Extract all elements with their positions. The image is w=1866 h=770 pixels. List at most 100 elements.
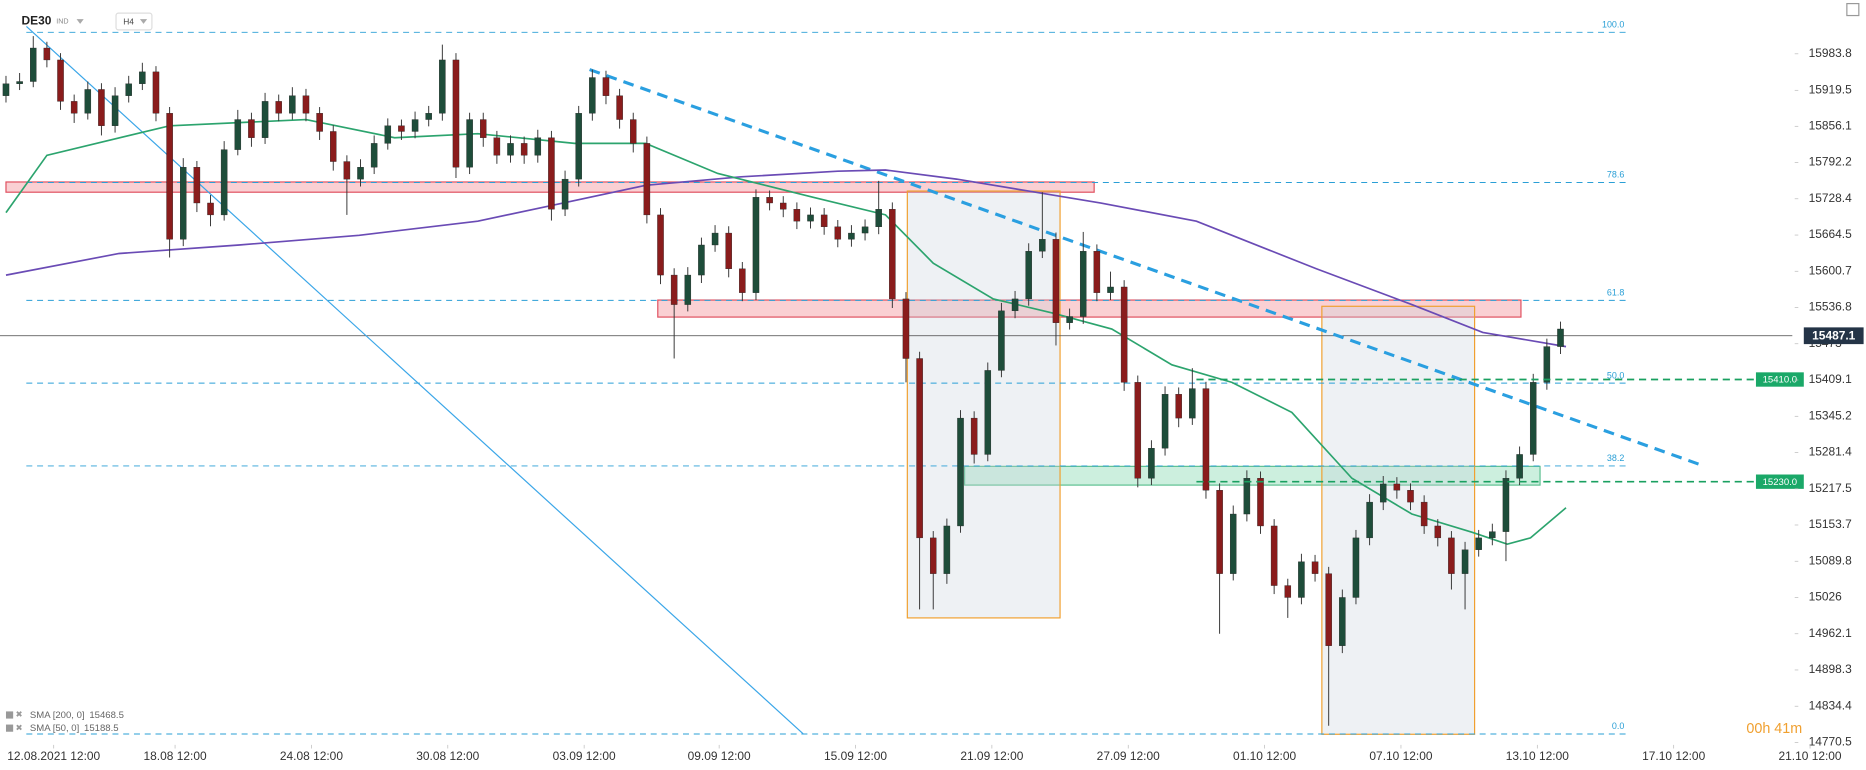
x-tick-label: 13.10 12:00 <box>1506 749 1569 763</box>
timeframe[interactable]: H4 <box>123 16 134 26</box>
candle-body <box>861 226 869 234</box>
fib-label: 50.0 <box>1607 370 1624 380</box>
candle-body <box>1543 346 1551 383</box>
candle-body <box>643 143 651 216</box>
candle-body <box>875 209 882 228</box>
candle-body <box>1311 561 1319 574</box>
level-label: 15230.0 <box>1763 477 1798 488</box>
candle-body <box>1434 525 1442 539</box>
legend-entry: SMA [50, 0] 15188.5 <box>30 723 119 734</box>
candle-body <box>1420 501 1428 527</box>
candle-body <box>1339 597 1346 646</box>
candle-body <box>1379 483 1387 503</box>
candle-body <box>793 209 801 222</box>
candle-body <box>1257 478 1264 527</box>
candle-body <box>1148 448 1155 479</box>
y-tick-label: 15281.4 <box>1809 445 1853 459</box>
candle-body <box>1529 382 1537 455</box>
candle-body <box>1243 478 1251 515</box>
candle-body <box>466 119 473 168</box>
candle-body <box>30 47 37 82</box>
candle-body <box>1229 513 1237 574</box>
current-price-box <box>1803 327 1864 345</box>
candle-body <box>1352 537 1360 598</box>
symbol[interactable]: DE30 <box>22 14 52 28</box>
x-tick-label: 17.10 12:00 <box>1642 749 1705 763</box>
candle-body <box>220 149 228 216</box>
y-tick-label: 15600.7 <box>1809 263 1853 277</box>
candle-body <box>1202 388 1210 491</box>
candle-body <box>16 81 23 84</box>
candle-body <box>766 197 773 204</box>
market: IND <box>56 17 68 25</box>
candle-body <box>1120 286 1128 383</box>
legend-name: SMA [50, 0] <box>30 723 79 734</box>
y-tick-label: 15217.5 <box>1809 481 1853 495</box>
zone-support <box>964 465 1541 486</box>
y-tick-label: 15026 <box>1809 590 1843 604</box>
candle-body <box>1475 537 1482 550</box>
candle-body <box>411 119 419 132</box>
candle-body <box>1270 525 1278 586</box>
legend-name: SMA [200, 0] <box>30 710 85 721</box>
candle-body <box>984 370 992 455</box>
candle-body <box>1079 251 1087 317</box>
candle-body <box>425 113 432 120</box>
candle-body <box>1066 316 1073 323</box>
candle-body <box>439 59 446 114</box>
candle-body <box>929 537 937 574</box>
candle-body <box>1461 549 1469 574</box>
candle-body <box>275 101 282 114</box>
dropdown-arrow[interactable] <box>76 19 84 24</box>
candle-body <box>1557 328 1564 347</box>
candle-body <box>739 268 746 293</box>
fib-label: 0.0 <box>1612 721 1624 731</box>
candle-body <box>452 59 460 168</box>
candle-body <box>98 89 105 126</box>
candle-body <box>1134 382 1142 479</box>
window-button[interactable] <box>1846 2 1860 17</box>
candle-body <box>330 131 337 162</box>
dropdown-arrow[interactable] <box>139 19 148 24</box>
candle-body <box>657 214 664 276</box>
candle-body <box>1502 478 1510 532</box>
candle-body <box>943 525 951 574</box>
candle-body <box>698 244 705 276</box>
candle-body <box>807 214 814 222</box>
timeframe-box[interactable] <box>115 12 153 31</box>
candle-body <box>1516 454 1523 479</box>
x-tick-label: 09.09 12:00 <box>688 749 751 763</box>
x-tick-label: 21.10 12:00 <box>1779 749 1842 763</box>
candle-body <box>1393 483 1401 491</box>
candle-body <box>711 232 719 246</box>
legend-close: ✖ <box>16 709 23 719</box>
x-tick-label: 21.09 12:00 <box>960 749 1023 763</box>
candle-body <box>111 95 119 126</box>
x-tick-label: 27.09 12:00 <box>1097 749 1160 763</box>
candle-body <box>916 358 923 539</box>
candle-body <box>779 202 787 210</box>
x-tick-label: 24.08 12:00 <box>280 749 343 763</box>
y-tick-label: 14898.3 <box>1809 662 1853 676</box>
candle-body <box>289 95 296 114</box>
candle-body <box>1011 298 1019 312</box>
level-label: 15410.0 <box>1763 375 1798 386</box>
current-price-label: 15487.1 <box>1812 329 1856 343</box>
candle-body <box>207 202 214 216</box>
trendline <box>26 26 805 735</box>
candle-body <box>1175 394 1182 419</box>
candle-body <box>261 101 269 138</box>
candle-body <box>43 47 51 61</box>
candle-body <box>57 59 64 102</box>
candle-body <box>684 274 692 305</box>
y-tick-label: 15345.2 <box>1809 408 1853 422</box>
candle-body <box>561 178 569 210</box>
candle-body <box>520 143 528 156</box>
candle-body <box>616 95 623 120</box>
y-tick-label: 15856.1 <box>1809 118 1853 132</box>
candle-body <box>357 167 364 180</box>
level-label-box <box>1755 474 1804 489</box>
candle-body <box>1298 561 1305 598</box>
zone-range <box>1321 305 1476 735</box>
